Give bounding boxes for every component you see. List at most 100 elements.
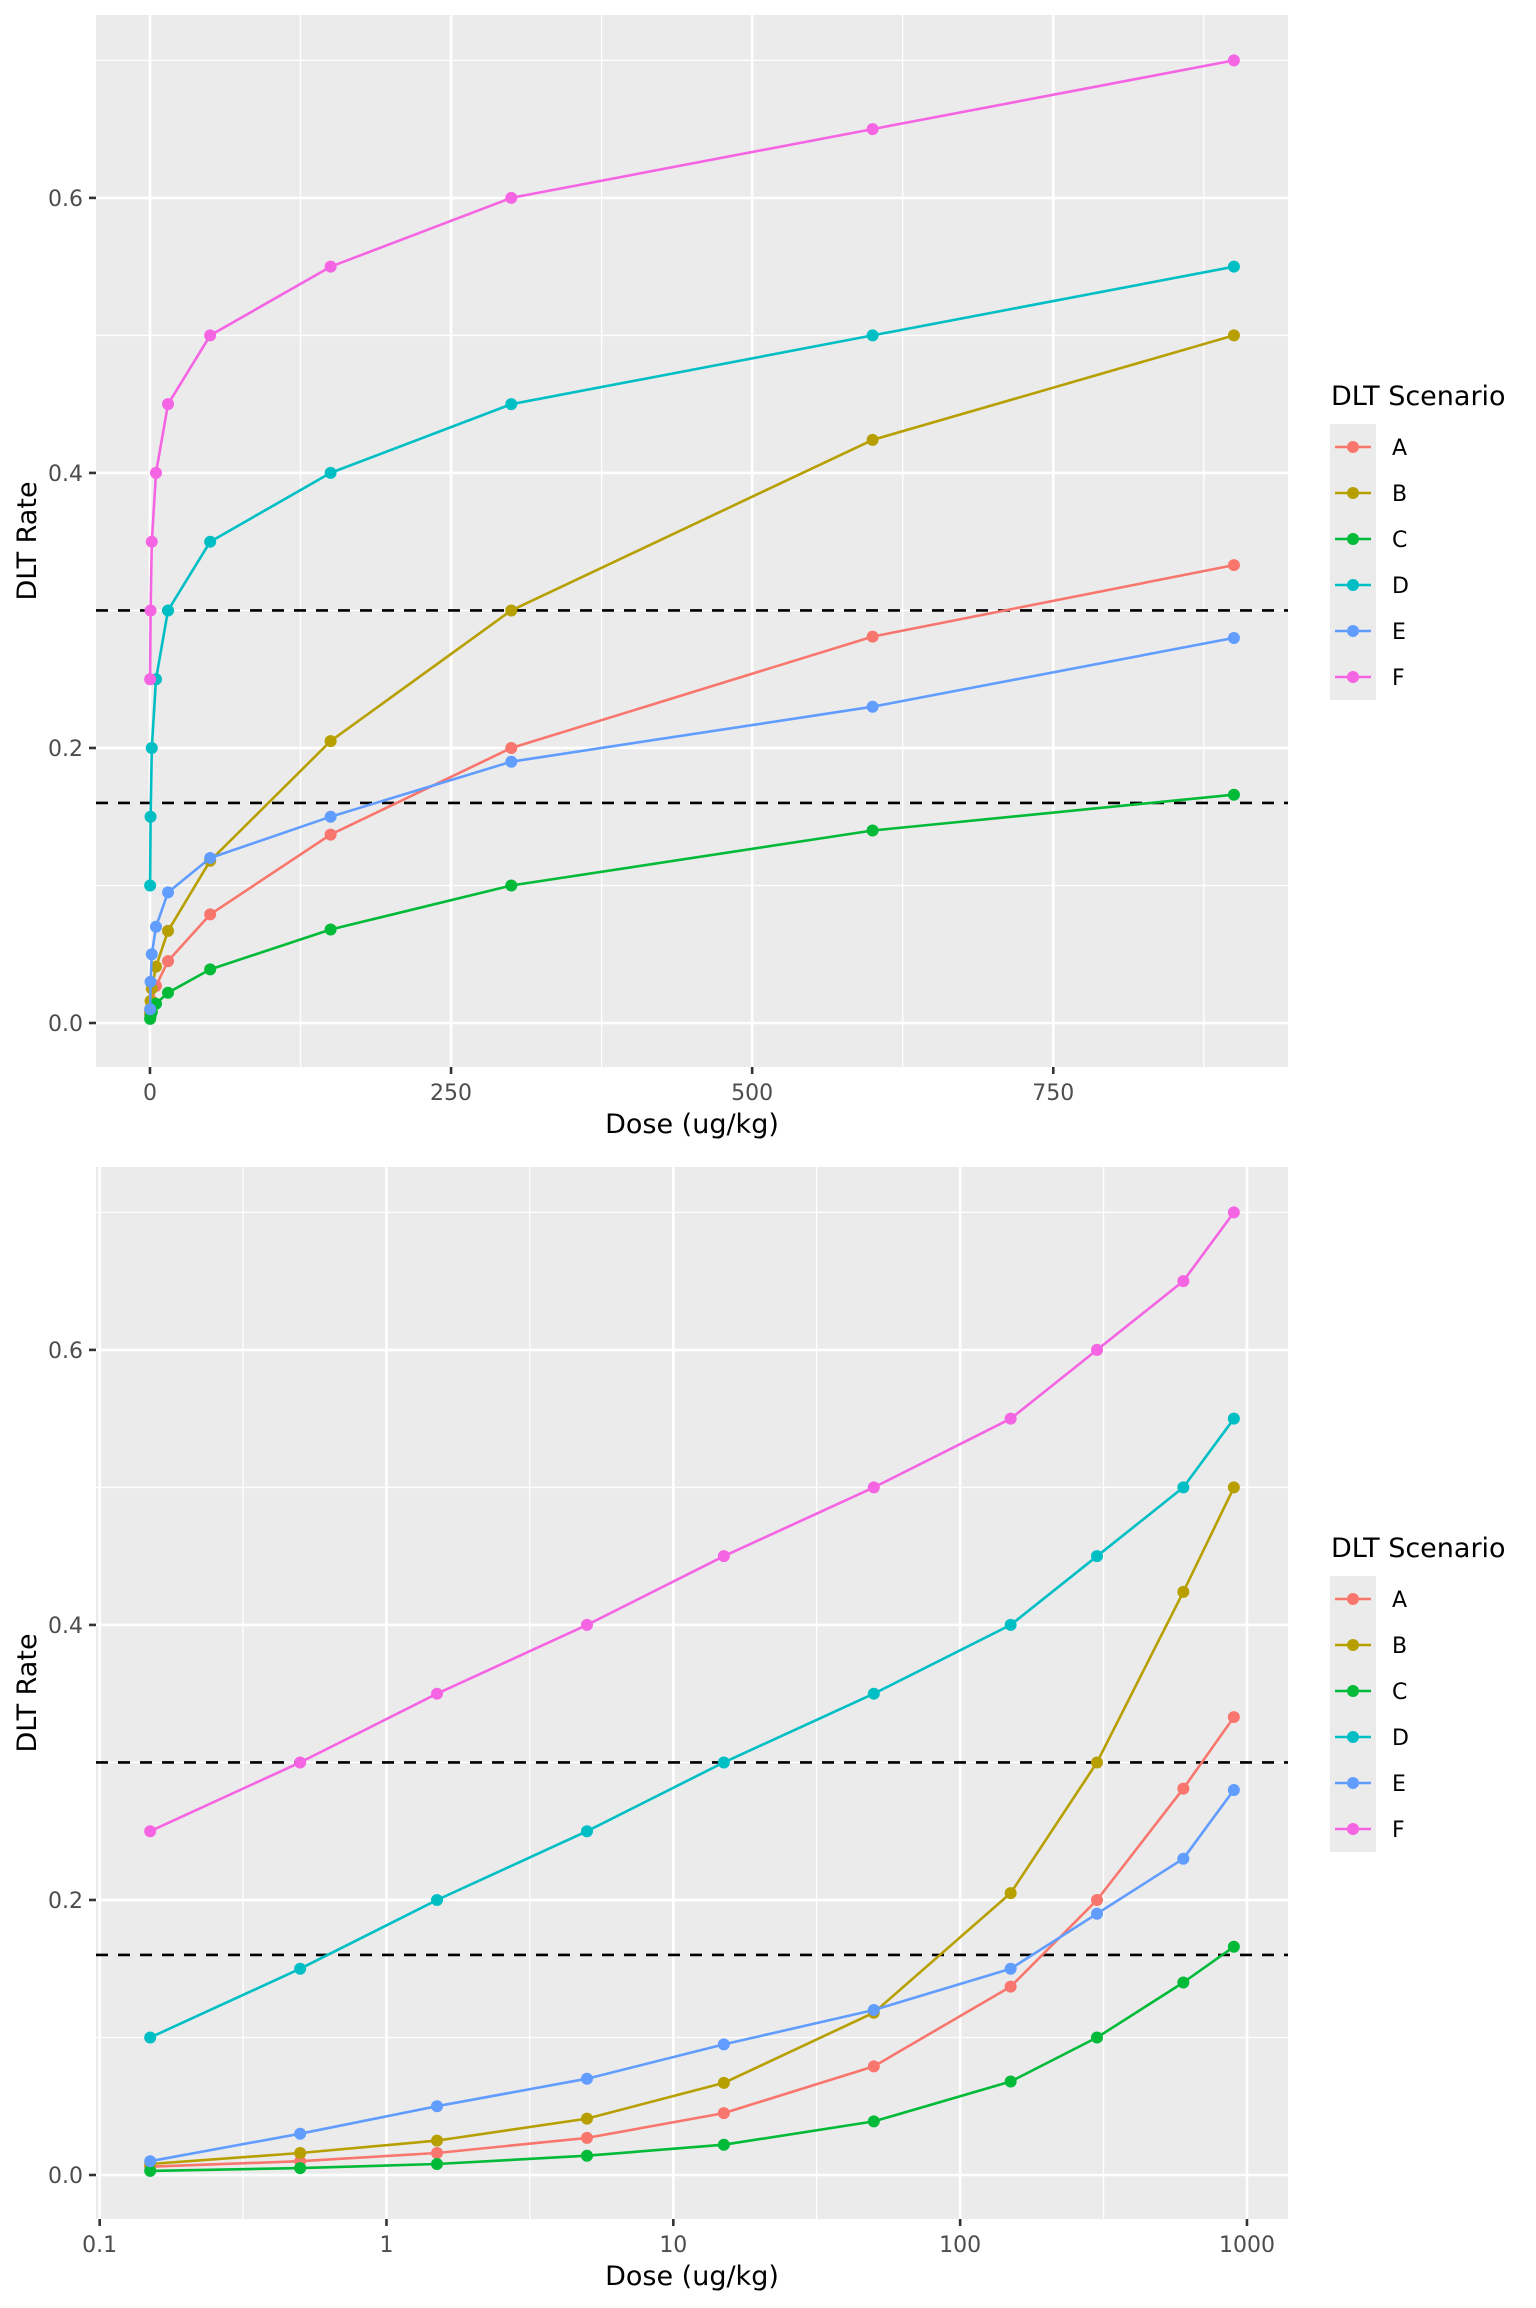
data-point-E <box>580 2072 593 2085</box>
data-point-A <box>717 2107 730 2120</box>
data-point-C <box>1091 2031 1104 2044</box>
plot-panel <box>96 1167 1288 2219</box>
data-point-D <box>324 466 337 479</box>
data-point-D <box>145 741 158 754</box>
data-point-D <box>144 2031 157 2044</box>
data-point-E <box>1177 1852 1190 1865</box>
data-point-C <box>505 879 518 892</box>
data-point-B <box>1227 1481 1240 1494</box>
series-line-A <box>150 1716 1235 2168</box>
data-point-A <box>1227 559 1240 572</box>
x-tick-label: 10 <box>659 2233 687 2258</box>
data-point-B <box>505 604 518 617</box>
legend-key-point <box>1347 1823 1359 1835</box>
series-C <box>144 1940 1240 2177</box>
legend-label: D <box>1392 574 1409 599</box>
legend-key-point <box>1347 533 1359 545</box>
data-point-C <box>1227 788 1240 801</box>
data-point-C <box>866 824 879 837</box>
series-line-E <box>148 636 1235 1010</box>
data-point-A <box>505 741 518 754</box>
legend-item-B: B <box>1335 1634 1407 1659</box>
data-point-B <box>1177 1585 1190 1598</box>
legend-label: F <box>1392 1818 1405 1843</box>
legend-item-F: F <box>1335 666 1405 691</box>
legend-label: A <box>1392 436 1407 461</box>
x-tick-label: 750 <box>1032 1081 1074 1106</box>
legend-title: DLT Scenario <box>1331 1533 1506 1564</box>
legend-label: A <box>1392 1588 1407 1613</box>
data-point-F <box>505 191 518 204</box>
y-tick-label: 0.2 <box>48 1889 83 1914</box>
x-tick-label: 100 <box>939 2233 981 2258</box>
data-point-F <box>149 466 162 479</box>
series-D <box>144 260 1240 892</box>
data-point-D <box>1227 260 1240 273</box>
legend-label: D <box>1392 1726 1409 1751</box>
data-point-F <box>144 673 157 686</box>
data-point-D <box>144 879 157 892</box>
legend-item-C: C <box>1335 1680 1407 1705</box>
data-point-E <box>149 920 162 933</box>
data-point-E <box>866 700 879 713</box>
data-point-A <box>1227 1711 1240 1724</box>
data-point-D <box>162 604 175 617</box>
data-point-E <box>145 948 158 961</box>
data-point-D <box>144 810 157 823</box>
data-point-F <box>294 1756 307 1769</box>
data-point-C <box>580 2149 593 2162</box>
x-tick-label: 1 <box>379 2233 393 2258</box>
data-point-E <box>162 886 175 899</box>
series-E <box>144 631 1240 1016</box>
x-tick-label: 500 <box>731 1081 773 1106</box>
data-point-C <box>162 986 175 999</box>
series-line-D <box>148 265 1235 886</box>
data-point-A <box>162 955 175 968</box>
data-point-D <box>580 1825 593 1838</box>
data-point-F <box>717 1550 730 1563</box>
series-line-C <box>150 1945 1235 2173</box>
legend-key-point <box>1347 1731 1359 1743</box>
data-point-E <box>324 810 337 823</box>
legend-key-background <box>1330 424 1376 700</box>
legend-key-point <box>1347 1593 1359 1605</box>
data-point-C <box>1227 1940 1240 1953</box>
legend-label: E <box>1392 620 1406 645</box>
x-tick-label: 1000 <box>1219 2233 1275 2258</box>
legend-key-point <box>1347 1777 1359 1789</box>
legend-label: B <box>1392 482 1407 507</box>
y-axis-title: DLT Rate <box>12 1633 43 1752</box>
y-axis-title: DLT Rate <box>12 481 43 600</box>
x-tick-label: 0.1 <box>82 2233 117 2258</box>
data-point-F <box>1091 1343 1104 1356</box>
data-point-E <box>144 1003 157 1016</box>
data-point-F <box>145 535 158 548</box>
data-point-A <box>204 908 217 921</box>
legend-key-point <box>1347 579 1359 591</box>
data-point-D <box>867 1687 880 1700</box>
data-point-E <box>144 975 157 988</box>
data-point-A <box>867 2060 880 2073</box>
legend-label: C <box>1392 528 1407 553</box>
legend-item-F: F <box>1335 1818 1405 1843</box>
data-point-B <box>580 2112 593 2125</box>
data-point-C <box>717 2138 730 2151</box>
log-dose-chart: 0.0 0.2 0.4 0.6 0.1 1 10 100 1000 Dose (ug/kg) DLT… <box>12 1167 1506 2292</box>
data-point-C <box>144 2164 157 2177</box>
legend-label: C <box>1392 1680 1407 1705</box>
legend-key-point <box>1347 441 1359 453</box>
series-line-B <box>150 1486 1236 2166</box>
data-point-D <box>1227 1412 1240 1425</box>
data-point-E <box>1227 1783 1240 1796</box>
data-point-A <box>431 2146 444 2159</box>
x-axis-title: Dose (ug/kg) <box>605 1109 779 1140</box>
data-point-D <box>1091 1550 1104 1563</box>
series-D <box>144 1412 1240 2044</box>
legend-title: DLT Scenario <box>1331 381 1506 412</box>
data-point-F <box>1004 1412 1017 1425</box>
data-point-E <box>204 851 217 864</box>
data-point-E <box>1091 1907 1104 1920</box>
data-point-C <box>324 923 337 936</box>
